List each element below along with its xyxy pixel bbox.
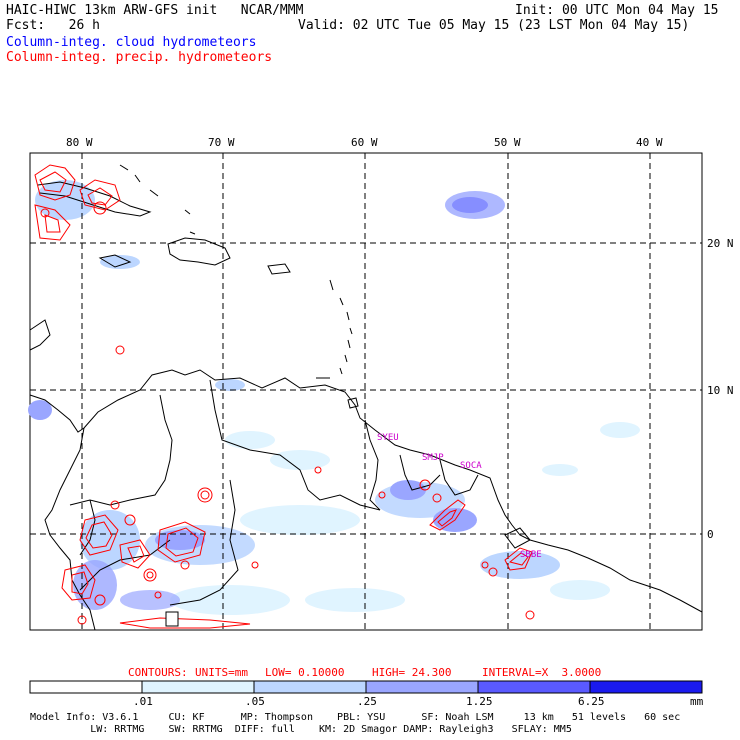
contours-low: LOW= 0.10000 [265,666,345,679]
cloud-hydrometeor-shading [28,180,640,615]
colorbar-segment [29,680,143,694]
legend-cloud-hydrometeors: Column-integ. cloud hydrometeors [6,35,257,50]
colorbar-tick-label: .25 [357,695,377,708]
init-time: Init: 00 UTC Mon 04 May 15 [515,3,719,18]
colorbar-unit: mm [690,695,704,708]
precip-contours [34,164,535,629]
colorbar-tick-label: .01 [133,695,153,708]
lon-label: 70 W [208,136,235,149]
lon-label: 50 W [494,136,521,149]
lon-label: 80 W [66,136,93,149]
colorbar-tick-label: .05 [245,695,265,708]
lat-lon-grid [30,153,702,630]
colorbar-segment [141,680,255,694]
contours-interval: INTERVAL=X 3.0000 [482,666,602,679]
lon-label: 60 W [351,136,378,149]
model-info-line2: LW: RRTMG SW: RRTMG DIFF: full KM: 2D Sm… [30,724,572,735]
lat-label: 20 N [707,237,734,250]
lon-label: 40 W [636,136,663,149]
station-label: SBBE [520,550,542,560]
forecast-hour: Fcst: 26 h [6,18,100,33]
contours-units: UNITS=mm [195,666,248,679]
longitude-labels: 80 W 70 W 60 W 50 W 40 W [66,136,663,149]
station-label: SOCA [460,461,482,471]
station-box-marker [165,611,179,627]
colorbar-segment [365,680,479,694]
plot-title: HAIC-HIWC 13km ARW-GFS init NCAR/MMM [6,3,304,18]
lat-label: 10 N [707,384,734,397]
colorbar-tick-label: 6.25 [578,695,605,708]
contours-high: HIGH= 24.300 [372,666,452,679]
station-label: SMJP [422,453,444,463]
contours-label: CONTOURS: [128,666,188,679]
legend-precip-hydrometeors: Column-integ. precip. hydrometeors [6,50,273,65]
colorbar-segment [477,680,591,694]
station-labels: SYEU SMJP SOCA SBBE [377,433,542,560]
lat-label: 0 [707,528,714,541]
model-info-line1: Model Info: V3.6.1 CU: KF MP: Thompson P… [30,712,681,723]
colorbar-segment [589,680,703,694]
colorbar-segment [253,680,367,694]
latitude-labels: 20 N 10 N 0 [707,237,734,541]
station-label: SYEU [377,433,399,443]
valid-time: Valid: 02 UTC Tue 05 May 15 (23 LST Mon … [298,18,690,33]
colorbar-tick-label: 1.25 [466,695,493,708]
colorbar: .01 .05 .25 1.25 6.25 mm [29,680,704,708]
